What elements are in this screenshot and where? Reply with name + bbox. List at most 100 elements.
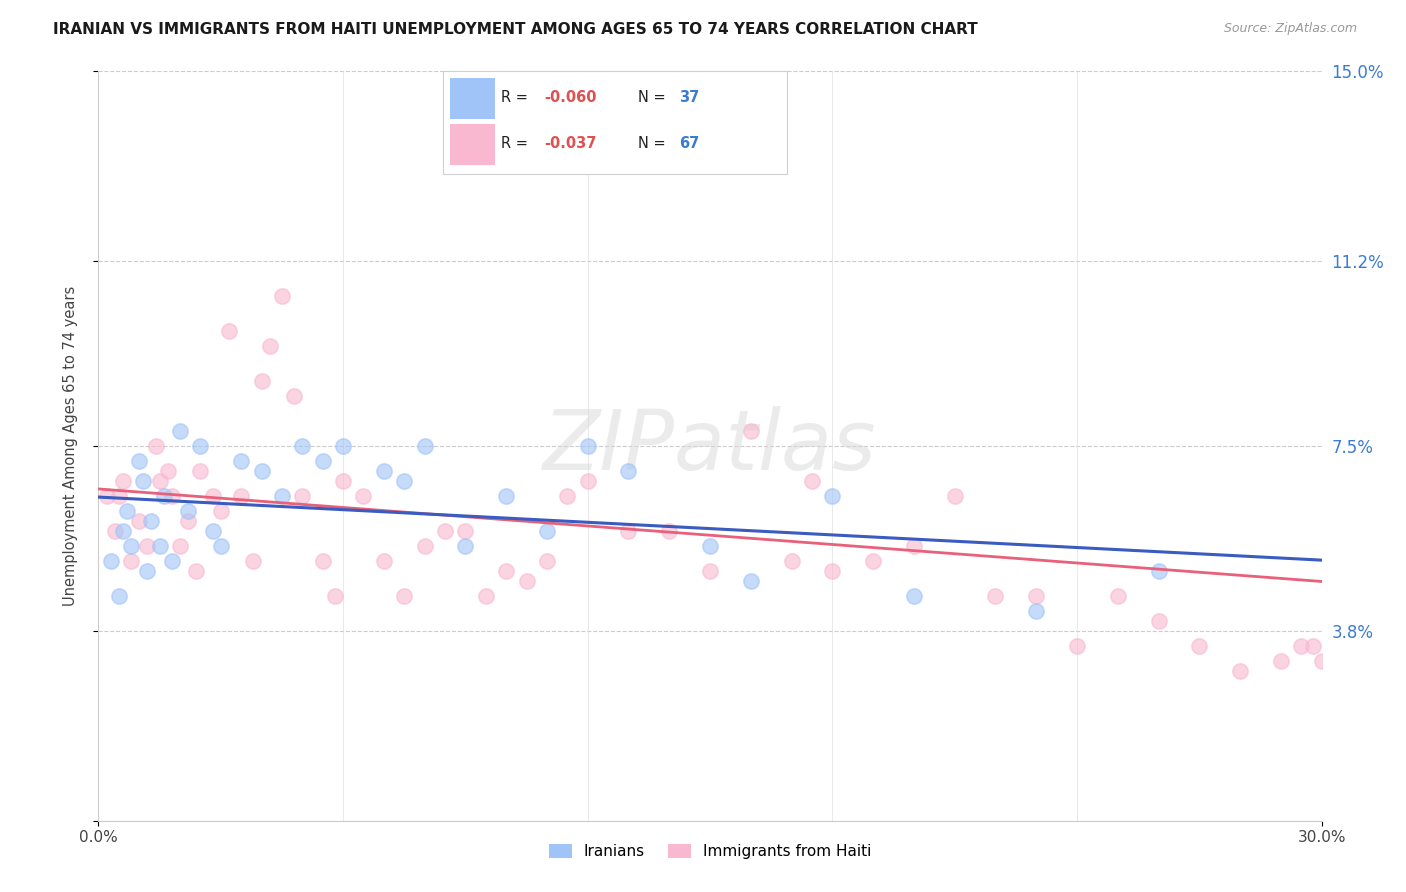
Text: -0.060: -0.060 bbox=[544, 90, 598, 105]
Point bbox=[209, 539, 232, 553]
Point bbox=[780, 554, 803, 568]
Point bbox=[1392, 589, 1406, 603]
Point bbox=[801, 474, 824, 488]
Point bbox=[413, 439, 436, 453]
Point bbox=[201, 524, 224, 538]
Point bbox=[188, 439, 212, 453]
Point bbox=[1147, 564, 1170, 578]
Text: N =: N = bbox=[637, 136, 669, 151]
Point bbox=[1302, 639, 1324, 653]
Point bbox=[454, 539, 477, 553]
Point bbox=[332, 439, 354, 453]
Point bbox=[740, 574, 762, 588]
Point bbox=[1330, 664, 1353, 678]
Point bbox=[699, 539, 721, 553]
Point bbox=[141, 514, 163, 528]
Point bbox=[108, 589, 131, 603]
Point bbox=[1025, 604, 1047, 618]
Point bbox=[454, 524, 477, 538]
Point bbox=[201, 489, 224, 503]
Point bbox=[160, 554, 183, 568]
Point bbox=[903, 589, 925, 603]
Text: R =: R = bbox=[502, 136, 533, 151]
Point bbox=[373, 554, 395, 568]
Point bbox=[576, 474, 599, 488]
Point bbox=[152, 489, 174, 503]
Point bbox=[270, 289, 294, 303]
Point bbox=[242, 554, 264, 568]
Point bbox=[177, 514, 200, 528]
Point bbox=[474, 589, 498, 603]
Point bbox=[740, 424, 762, 438]
Point bbox=[413, 539, 436, 553]
Point bbox=[1310, 654, 1333, 668]
Point bbox=[186, 564, 208, 578]
Text: R =: R = bbox=[502, 90, 533, 105]
Point bbox=[617, 524, 640, 538]
Point bbox=[136, 539, 159, 553]
Point bbox=[250, 374, 273, 388]
Point bbox=[903, 539, 925, 553]
Point bbox=[352, 489, 374, 503]
Point bbox=[231, 489, 253, 503]
Point bbox=[136, 564, 159, 578]
Point bbox=[104, 524, 127, 538]
Point bbox=[169, 539, 191, 553]
Point bbox=[283, 389, 305, 403]
Point bbox=[96, 489, 118, 503]
Point bbox=[433, 524, 456, 538]
Point bbox=[821, 564, 844, 578]
Point bbox=[821, 489, 844, 503]
Point bbox=[576, 439, 599, 453]
Point bbox=[943, 489, 966, 503]
Point bbox=[291, 489, 314, 503]
Text: 67: 67 bbox=[679, 136, 699, 151]
Point bbox=[132, 474, 155, 488]
FancyBboxPatch shape bbox=[450, 78, 495, 119]
Point bbox=[1147, 614, 1170, 628]
Point bbox=[115, 504, 138, 518]
Point bbox=[555, 489, 579, 503]
Text: 37: 37 bbox=[679, 90, 699, 105]
Point bbox=[128, 514, 150, 528]
Point bbox=[1291, 639, 1313, 653]
Point bbox=[108, 489, 131, 503]
Point bbox=[495, 489, 517, 503]
Point bbox=[209, 504, 232, 518]
Point bbox=[100, 554, 122, 568]
Y-axis label: Unemployment Among Ages 65 to 74 years: Unemployment Among Ages 65 to 74 years bbox=[63, 285, 77, 607]
Point bbox=[149, 474, 172, 488]
Point bbox=[1066, 639, 1088, 653]
Point bbox=[617, 464, 640, 478]
Point bbox=[111, 474, 134, 488]
Point bbox=[699, 564, 721, 578]
Point bbox=[392, 474, 416, 488]
Point bbox=[984, 589, 1007, 603]
Text: Source: ZipAtlas.com: Source: ZipAtlas.com bbox=[1223, 22, 1357, 36]
Point bbox=[536, 554, 558, 568]
Text: ZIPatlas: ZIPatlas bbox=[543, 406, 877, 486]
Point bbox=[160, 489, 183, 503]
Point bbox=[120, 554, 142, 568]
Legend: Iranians, Immigrants from Haiti: Iranians, Immigrants from Haiti bbox=[543, 838, 877, 865]
Point bbox=[312, 454, 335, 468]
Point bbox=[149, 539, 172, 553]
Point bbox=[169, 424, 191, 438]
Point bbox=[312, 554, 335, 568]
Point bbox=[1025, 589, 1047, 603]
Point bbox=[120, 539, 142, 553]
Point bbox=[291, 439, 314, 453]
FancyBboxPatch shape bbox=[450, 124, 495, 165]
Text: -0.037: -0.037 bbox=[544, 136, 598, 151]
Point bbox=[218, 324, 240, 338]
Point bbox=[1351, 124, 1374, 138]
Point bbox=[373, 464, 395, 478]
Text: N =: N = bbox=[637, 90, 669, 105]
Point bbox=[259, 339, 281, 353]
Point bbox=[111, 524, 134, 538]
Point bbox=[495, 564, 517, 578]
Point bbox=[177, 504, 200, 518]
Text: IRANIAN VS IMMIGRANTS FROM HAITI UNEMPLOYMENT AMONG AGES 65 TO 74 YEARS CORRELAT: IRANIAN VS IMMIGRANTS FROM HAITI UNEMPLO… bbox=[53, 22, 979, 37]
Point bbox=[516, 574, 538, 588]
Point bbox=[1229, 664, 1251, 678]
